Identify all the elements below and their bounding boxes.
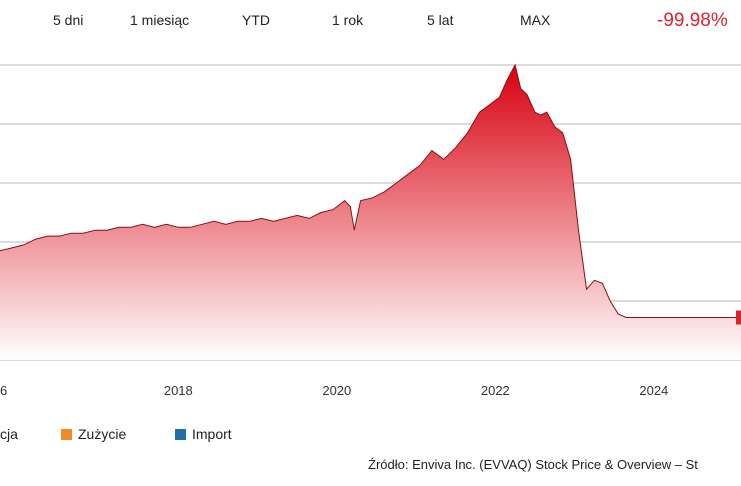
tab-1-month[interactable]: 1 miesiąc: [130, 12, 190, 28]
x-tick-label: 2018: [164, 383, 193, 398]
legend-item-1[interactable]: cja: [0, 426, 18, 442]
tab-1-year[interactable]: 1 rok: [332, 12, 364, 28]
price-line: [0, 63, 741, 318]
legend-item-import[interactable]: Import: [175, 426, 232, 442]
range-tabs: 5 dni 1 miesiąc YTD 1 rok 5 lat MAX -99.…: [0, 0, 741, 40]
series-layer: [0, 63, 741, 360]
legend-label-1: cja: [0, 426, 18, 442]
x-tick-label: 2024: [639, 383, 668, 398]
tab-max[interactable]: MAX: [520, 12, 551, 28]
last-price-marker: [736, 310, 741, 325]
tab-5-years[interactable]: 5 lat: [427, 12, 454, 28]
x-tick-label: 2022: [481, 383, 510, 398]
legend-item-zuzycie[interactable]: Zużycie: [61, 426, 126, 442]
x-tick-label: 2020: [322, 383, 351, 398]
x-tick-label: 6: [0, 383, 7, 398]
legend-swatch-orange: [61, 429, 72, 440]
price-area-chart: 6 2018 2020 2022 2024: [0, 63, 741, 398]
tab-5-days[interactable]: 5 dni: [53, 12, 84, 28]
legend-label-zuzycie: Zużycie: [78, 426, 127, 442]
x-axis-ticks: 6 2018 2020 2022 2024: [0, 383, 668, 398]
source-note: Źródło: Enviva Inc. (EVVAQ) Stock Price …: [368, 457, 698, 472]
change-percent: -99.98%: [657, 10, 728, 31]
legend-label-import: Import: [192, 426, 232, 442]
legend-swatch-blue: [175, 429, 186, 440]
price-area: [0, 65, 741, 360]
tab-ytd[interactable]: YTD: [242, 12, 270, 28]
